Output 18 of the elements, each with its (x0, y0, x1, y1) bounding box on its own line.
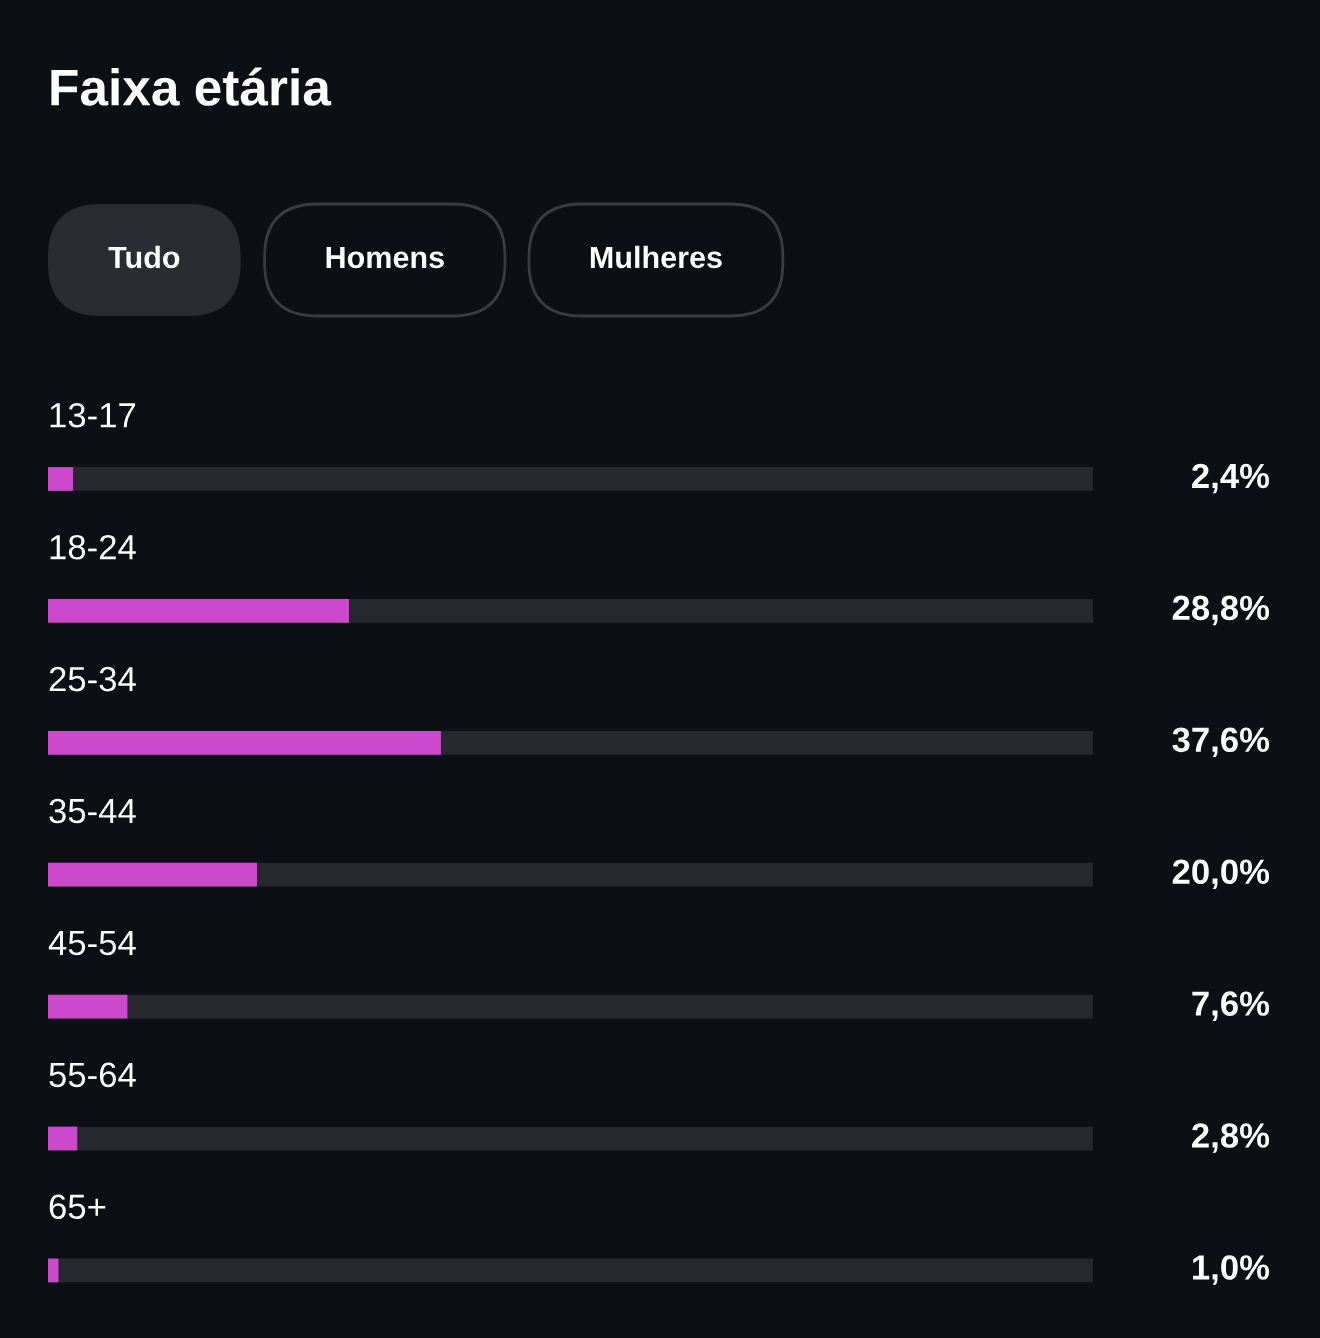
data-label: 28,8% (1172, 595, 1270, 626)
data-label: 20,0% (1172, 859, 1270, 890)
text: Homens (326, 246, 444, 269)
y-tick-label: 35-44 (49, 798, 136, 824)
text: Mulheres (590, 245, 722, 269)
y-tick-label: 55-64 (49, 1062, 136, 1088)
data-label: 2,8% (1192, 1123, 1270, 1153)
data-label: 37,6% (1172, 727, 1270, 758)
data-label: 7,6% (1192, 991, 1270, 1021)
y-tick-label: 65+ (49, 1194, 106, 1220)
data-label: 1,0% (1193, 1255, 1270, 1285)
text: Tudo (108, 245, 180, 269)
data-label: 2,4% (1192, 463, 1270, 494)
y-tick-label: 13-17 (50, 402, 136, 428)
y-tick-label: 25-34 (49, 666, 136, 692)
y-tick-label: 45-54 (48, 931, 136, 956)
y-tick-label: 18-24 (50, 534, 136, 560)
chart-title: Faixa etária (51, 67, 332, 106)
